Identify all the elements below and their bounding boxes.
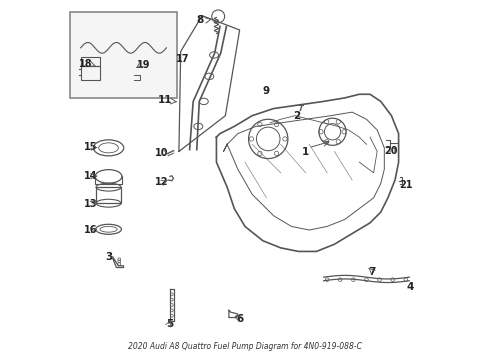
- Text: 8: 8: [196, 15, 204, 25]
- Text: 18: 18: [79, 59, 93, 69]
- Text: 13: 13: [84, 199, 97, 209]
- Text: 6: 6: [237, 314, 244, 324]
- Text: 16: 16: [84, 225, 97, 235]
- Text: 4: 4: [406, 282, 414, 292]
- Text: 2020 Audi A8 Quattro Fuel Pump Diagram for 4N0-919-088-C: 2020 Audi A8 Quattro Fuel Pump Diagram f…: [128, 342, 362, 351]
- Bar: [81, 57, 100, 66]
- Text: 2: 2: [293, 111, 300, 121]
- Bar: [70, 12, 177, 98]
- Text: 10: 10: [155, 148, 169, 158]
- Bar: [81, 66, 100, 80]
- Text: 19: 19: [136, 60, 150, 70]
- Text: 3: 3: [106, 252, 113, 262]
- Text: 5: 5: [167, 319, 173, 329]
- Text: 7: 7: [368, 267, 375, 277]
- Text: 12: 12: [155, 177, 169, 187]
- Bar: [96, 187, 121, 203]
- Text: 17: 17: [176, 54, 189, 64]
- Text: 1: 1: [301, 147, 309, 157]
- Text: 21: 21: [399, 180, 413, 190]
- Text: 9: 9: [262, 86, 270, 96]
- Circle shape: [212, 10, 224, 23]
- Text: 15: 15: [84, 142, 97, 152]
- Text: 11: 11: [157, 95, 172, 105]
- Text: 20: 20: [385, 147, 398, 157]
- Text: 14: 14: [84, 171, 97, 181]
